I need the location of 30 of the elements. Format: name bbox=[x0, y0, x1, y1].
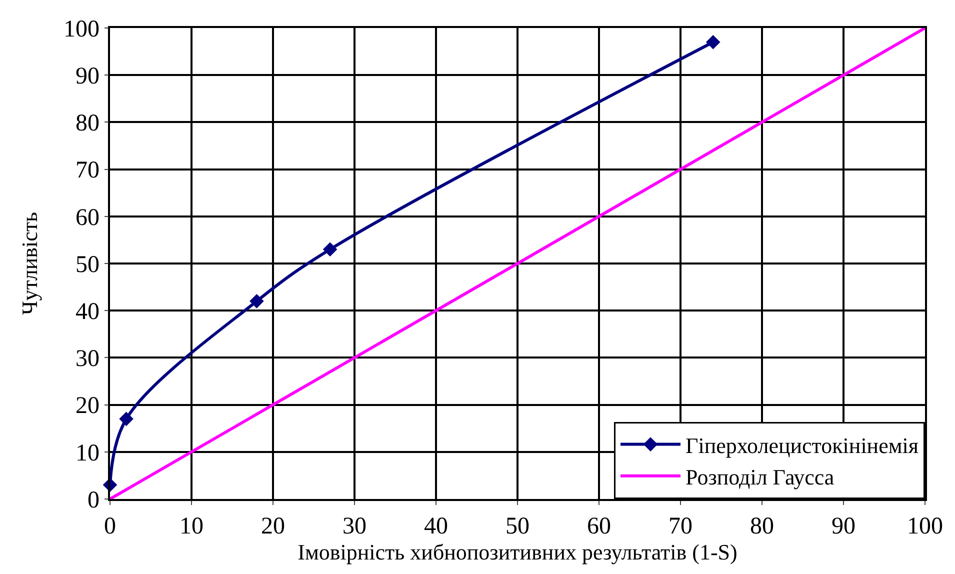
y-tick-label: 10 bbox=[75, 440, 100, 466]
y-tick-label: 40 bbox=[75, 299, 100, 325]
x-tick-label: 40 bbox=[424, 514, 448, 540]
point bbox=[119, 412, 134, 426]
y-axis-title: Чутливість bbox=[16, 212, 42, 316]
y-tick-label: 0 bbox=[87, 487, 100, 514]
point bbox=[322, 242, 338, 257]
y-tick-label: 60 bbox=[75, 204, 100, 231]
x-tick-label: 50 bbox=[506, 514, 530, 540]
x-tick-label: 100 bbox=[907, 514, 943, 540]
y-tick-label: 90 bbox=[75, 64, 100, 90]
x-tick-label: 90 bbox=[832, 514, 856, 540]
y-tick-label: 50 bbox=[75, 252, 100, 278]
legend-label: Розподіл Гаусса bbox=[686, 464, 834, 490]
point bbox=[250, 294, 264, 308]
y-tick-label: 20 bbox=[75, 393, 100, 420]
point bbox=[706, 34, 720, 50]
legend-label: Гіперхолецистокінінемія bbox=[686, 432, 918, 458]
x-tick-label: 20 bbox=[261, 514, 285, 540]
x-tick-label: 70 bbox=[668, 514, 692, 540]
y-tick-label: 70 bbox=[75, 158, 100, 184]
x-tick-label: 10 bbox=[180, 514, 204, 540]
x-axis-title: Імовірність хибнопозитивних результатів (1-S) bbox=[298, 540, 738, 565]
x-tick-label: 80 bbox=[750, 514, 774, 540]
x-tick-label: 30 bbox=[342, 514, 366, 540]
x-tick-label: 0 bbox=[104, 514, 116, 540]
y-tick-label: 80 bbox=[75, 110, 100, 137]
y-tick-label: 30 bbox=[75, 346, 100, 372]
y-tick-label: 100 bbox=[63, 16, 100, 42]
x-tick-label: 60 bbox=[587, 514, 611, 540]
